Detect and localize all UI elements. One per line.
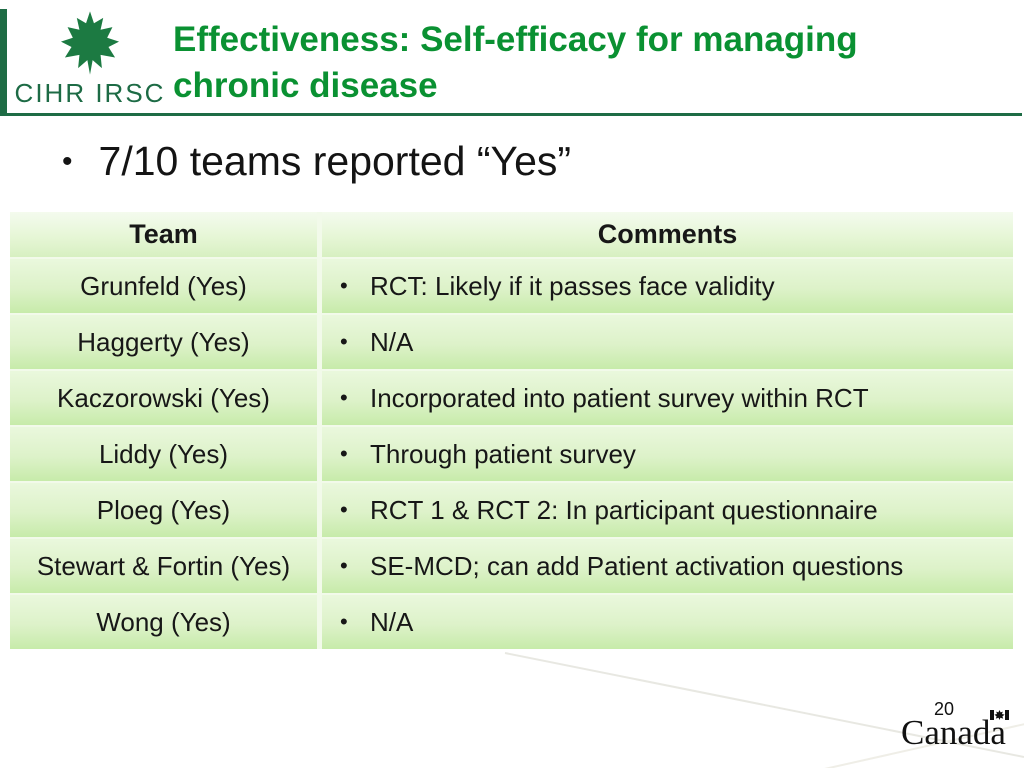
comment-text: SE-MCD; can add Patient activation quest… — [370, 550, 904, 581]
comment-text: Incorporated into patient survey within … — [370, 382, 869, 413]
comment-cell: • N/A — [322, 595, 1013, 649]
slide-title: Effectiveness: Self-efficacy for managin… — [173, 17, 1003, 109]
column-header-comments: Comments — [322, 212, 1013, 257]
comment-bullet-icon: • — [340, 441, 348, 466]
teams-comments-table: Team Comments Grunfeld (Yes) • RCT: Like… — [10, 212, 1013, 649]
comment-text: RCT 1 & RCT 2: In participant questionna… — [370, 494, 878, 525]
title-rest-line1: Self-efficacy for managing — [420, 20, 858, 59]
comment-bullet-icon: • — [340, 553, 348, 578]
comment-cell: • N/A — [322, 315, 1013, 369]
team-cell: Kaczorowski (Yes) — [10, 371, 317, 425]
comment-cell: • RCT 1 & RCT 2: In participant question… — [322, 483, 1013, 537]
comment-bullet-icon: • — [340, 273, 348, 298]
comment-text: Through patient survey — [370, 438, 636, 469]
column-header-team: Team — [10, 212, 317, 257]
comment-cell: • RCT: Likely if it passes face validity — [322, 259, 1013, 313]
header-divider-line — [0, 113, 1022, 116]
title-emphasis: Effectiveness: — [173, 20, 411, 59]
team-cell: Wong (Yes) — [10, 595, 317, 649]
title-line2: chronic disease — [173, 66, 438, 105]
team-cell: Stewart & Fortin (Yes) — [10, 539, 317, 593]
summary-bullet: • 7/10 teams reported “Yes” — [62, 138, 571, 185]
bullet-icon: • — [62, 144, 73, 178]
summary-text: 7/10 teams reported “Yes” — [98, 138, 572, 184]
team-cell: Liddy (Yes) — [10, 427, 317, 481]
left-accent-bar — [0, 9, 7, 114]
canada-flag-icon — [989, 710, 1009, 720]
comment-bullet-icon: • — [340, 497, 348, 522]
comment-cell: • Through patient survey — [322, 427, 1013, 481]
team-cell: Grunfeld (Yes) — [10, 259, 317, 313]
comment-bullet-icon: • — [340, 329, 348, 354]
comment-text: RCT: Likely if it passes face validity — [370, 270, 775, 301]
team-cell: Haggerty (Yes) — [10, 315, 317, 369]
cihr-logo: CIHR IRSC — [14, 8, 166, 109]
comment-bullet-icon: • — [340, 609, 348, 634]
maple-leaf-icon — [60, 11, 120, 75]
comment-text: N/A — [370, 606, 414, 637]
comment-bullet-icon: • — [340, 385, 348, 410]
canada-wordmark-text: Canada — [901, 713, 1006, 752]
team-cell: Ploeg (Yes) — [10, 483, 317, 537]
comment-cell: • SE-MCD; can add Patient activation que… — [322, 539, 1013, 593]
logo-text: CIHR IRSC — [14, 78, 166, 108]
page-number: 20 — [934, 699, 955, 719]
canada-wordmark: Canada — [901, 710, 1009, 753]
comment-cell: • Incorporated into patient survey withi… — [322, 371, 1013, 425]
comment-text: N/A — [370, 326, 414, 357]
